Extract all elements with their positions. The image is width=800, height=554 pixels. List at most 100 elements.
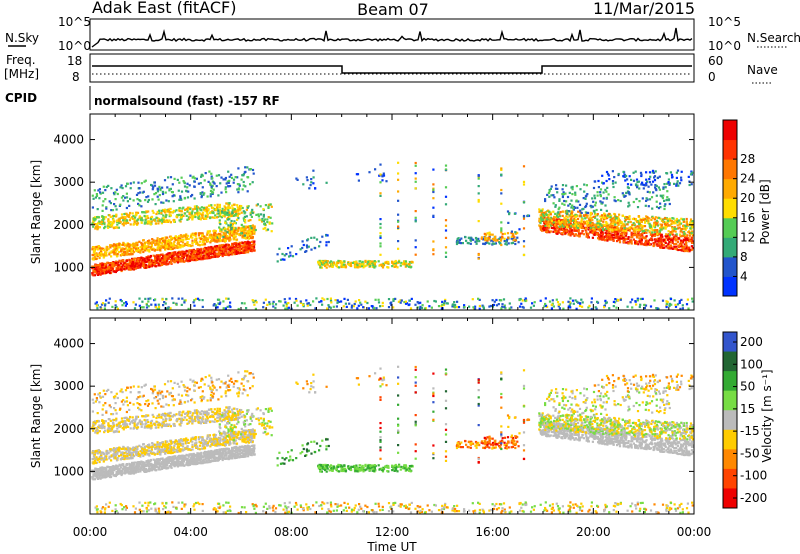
power-cell (205, 237, 208, 240)
power-cell (579, 209, 582, 212)
power-cell (615, 230, 618, 233)
power-cell (193, 250, 196, 253)
power-cell (252, 244, 255, 247)
power-cell (593, 216, 597, 219)
power-cell (352, 261, 355, 264)
power-cell (475, 242, 478, 245)
power-cell (194, 250, 197, 253)
power-cell (158, 185, 161, 188)
power-cell (612, 216, 616, 219)
power-cell (186, 196, 190, 199)
power-cell (319, 259, 323, 263)
power-cell (541, 229, 544, 232)
power-cell (597, 237, 600, 240)
power-cell (619, 199, 622, 203)
power-cell (103, 221, 106, 224)
power-cell (561, 232, 564, 235)
power-cell (595, 208, 598, 212)
power-cell (565, 229, 568, 232)
power-cell (132, 246, 135, 249)
power-cell (685, 243, 688, 246)
power-cell (193, 255, 196, 258)
power-cell (593, 194, 596, 197)
power-cell (229, 229, 232, 232)
power-cell (598, 220, 601, 223)
power-cell (555, 225, 558, 228)
power-cell (150, 244, 153, 247)
power-cell (656, 240, 659, 243)
power-cell (204, 239, 207, 242)
power-cell (656, 216, 659, 219)
power-cell (98, 265, 101, 268)
power-cell (651, 238, 654, 241)
power-cell (659, 233, 662, 236)
date-title: 11/Mar/2015 (593, 0, 695, 18)
power-cell (209, 216, 212, 219)
power-cell (231, 222, 234, 225)
power-cell (225, 253, 228, 256)
power-cell (486, 241, 489, 244)
power-cell (526, 214, 530, 217)
power-cell (158, 244, 161, 247)
power-cell (189, 208, 192, 211)
power-cell (551, 217, 554, 220)
power-cell (144, 211, 147, 214)
power-cell (114, 191, 117, 194)
power-cell (186, 186, 189, 189)
power-cell (202, 243, 205, 246)
power-cell (215, 255, 219, 258)
power-cell (103, 253, 106, 256)
power-cell (675, 235, 678, 238)
power-cell (562, 193, 565, 196)
power-cell (97, 216, 101, 219)
power-cell (572, 208, 575, 211)
power-cell (589, 221, 592, 224)
power-cell (679, 228, 682, 231)
power-cell (475, 239, 479, 242)
power-cell (206, 257, 209, 260)
power-cell (646, 198, 649, 201)
power-cell (649, 225, 652, 228)
power-cell (187, 190, 190, 193)
power-cell (359, 260, 362, 263)
power-cell (239, 229, 243, 232)
power-cell (670, 245, 673, 249)
power-cell (120, 268, 123, 271)
power-cell (605, 227, 608, 230)
power-cell (550, 194, 553, 197)
power-cell (102, 185, 105, 188)
power-cell (372, 264, 375, 267)
power-cell (138, 250, 141, 253)
power-cell (252, 240, 255, 243)
power-cell (150, 265, 153, 268)
power-cell (574, 193, 577, 196)
power-cell (514, 231, 517, 234)
power-cell (178, 259, 181, 262)
power-cell (585, 220, 588, 223)
power-cell (368, 265, 372, 268)
power-cell (356, 264, 359, 267)
power-cell (621, 222, 624, 225)
power-cell (548, 226, 551, 229)
power-cell (403, 263, 406, 266)
power-cell (218, 211, 222, 214)
power-cell (586, 193, 589, 196)
power-cell (239, 251, 243, 254)
power-cell (266, 228, 270, 231)
power-cell (647, 219, 650, 222)
power-cell (243, 245, 246, 248)
power-cell (302, 183, 305, 186)
power-cell (220, 250, 223, 253)
power-cell (135, 213, 138, 216)
power-cell (325, 266, 328, 269)
power-cell (217, 209, 220, 212)
power-cell (247, 219, 250, 222)
power-cell (627, 237, 630, 240)
power-cell (224, 206, 227, 209)
power-cell (173, 236, 177, 239)
power-cell (543, 216, 546, 219)
power-cell (104, 266, 108, 269)
power-cell (137, 266, 140, 269)
power-cell (603, 228, 606, 231)
power-cell (220, 248, 223, 251)
